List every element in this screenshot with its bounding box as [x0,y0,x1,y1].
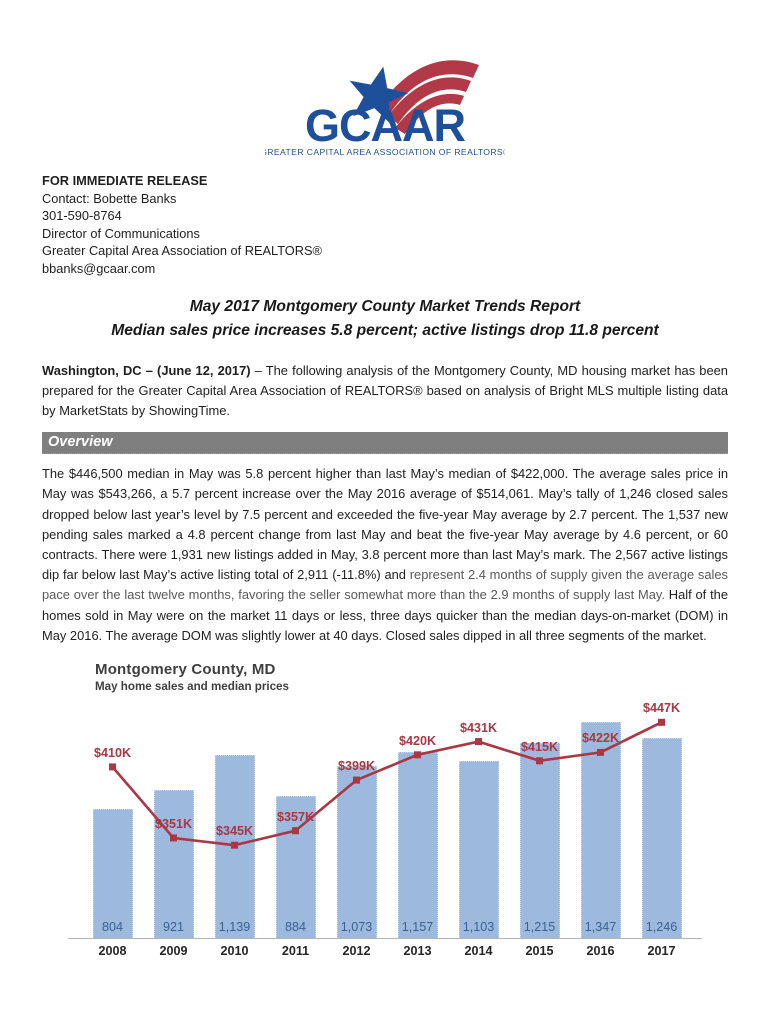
contact-phone: 301-590-8764 [42,208,122,224]
price-label-2016: $422K [581,731,620,746]
logo-brand-text: GCAAR [305,100,465,151]
sales-bar-2012 [336,765,377,938]
sales-bar-2017 [641,738,682,938]
year-label-2009: 2009 [159,944,188,958]
price-marker-2017 [658,718,665,726]
sales-value-label: 1,246 [645,920,678,934]
dateline-dash: – [250,362,266,378]
gcaar-logo: GCAAR GREATER CAPITAL AREA ASSOCIATION O… [265,44,505,162]
sales-bar-2015 [519,743,560,938]
median-price-line [111,721,663,847]
year-label-2011: 2011 [281,944,310,958]
chart-title: Montgomery County, MD [95,661,276,678]
sales-bar-2016 [580,721,621,938]
price-label-2017: $447K [642,701,681,716]
price-label-2010: $345K [215,824,254,839]
market-trends-chart: Montgomery County, MD May home sales and… [68,661,732,958]
price-label-2014: $431K [459,720,498,735]
chart-year-axis-labels: 2008 2009 2010 2011 2012 2013 2014 2015 2016 2017 [82,944,692,958]
sales-value-label: 921 [162,920,184,934]
year-label-2012: 2012 [342,944,371,958]
chart-plot-area: 804 921 1,139 884 1,073 1,157 1,103 1,215 1,347 1… [68,701,702,939]
overview-text-part3: Half of the homes sold in May were on th… [42,587,728,643]
contact-email: bbanks@gcaar.com [42,260,156,276]
sales-value-label: 1,103 [462,920,495,934]
report-headline: May 2017 Montgomery County Market Trends… [42,295,728,343]
release-label: FOR IMMEDIATE RELEASE [42,173,208,188]
star-icon [349,66,409,125]
contact-name: Contact: Bobette Banks [42,190,177,206]
price-marker-2009 [170,834,177,842]
sales-bar-2009 [153,790,194,938]
price-marker-2008 [109,763,116,771]
price-marker-2012 [353,776,360,784]
year-label-2014: 2014 [464,944,493,958]
sales-value-label: 1,139 [218,920,251,934]
contact-role: Director of Communications [42,225,200,241]
price-label-2009: $351K [154,816,193,831]
price-label-2012: $399K [337,759,376,774]
logo-tagline-text: GREATER CAPITAL AREA ASSOCIATION OF REAL… [265,147,505,157]
price-marker-2015 [536,757,543,765]
price-label-2011: $357K [276,809,315,824]
sales-bar-2008 [92,809,133,938]
sales-value-label: 804 [101,920,123,934]
contact-organization: Greater Capital Area Association of REAL… [42,243,322,259]
headline-line-1: May 2017 Montgomery County Market Trends… [189,297,581,315]
price-marker-2016 [597,748,604,756]
flag-roof-icon [381,60,479,134]
year-label-2008: 2008 [98,944,127,958]
overview-text-part1: The $446,500 median in May was 5.8 perce… [42,466,728,583]
sales-value-label: 1,157 [401,920,434,934]
sales-value-label: 1,073 [340,920,373,934]
price-marker-2011 [292,827,299,835]
chart-subtitle: May home sales and median prices [95,680,289,693]
price-marker-2014 [475,738,482,746]
overview-text-part2-gray: represent 2.4 months of supply given the… [42,567,728,603]
median-price-line-layer [109,718,665,849]
year-label-2015: 2015 [525,944,554,958]
release-contact-block: FOR IMMEDIATE RELEASE Contact: Bobette B… [42,172,728,278]
year-label-2010: 2010 [220,944,249,958]
gcaar-logo-graphic: GCAAR GREATER CAPITAL AREA ASSOCIATION O… [265,60,505,157]
price-label-2013: $420K [398,733,437,748]
year-label-2013: 2013 [403,944,432,958]
overview-heading-text: Overview [48,434,113,451]
sales-bar-2013 [397,752,438,938]
sales-bar-2011 [275,796,316,938]
intro-paragraph: Washington, DC – (June 12, 2017) – The f… [42,361,728,422]
price-marker-2013 [414,751,421,759]
year-label-2017: 2017 [647,944,676,958]
sales-bar-2014 [458,761,499,938]
sales-value-label: 1,215 [523,920,556,934]
price-label-2008: $410K [93,745,132,760]
year-label-2016: 2016 [586,944,615,958]
intro-body-text: The following analysis of the Montgomery… [42,362,728,418]
overview-paragraph: The $446,500 median in May was 5.8 perce… [42,464,728,646]
sales-bar-2010 [214,755,255,938]
overview-section-header: Overview [42,432,728,455]
sales-value-label: 884 [284,920,306,934]
price-marker-2010 [231,841,238,849]
headline-line-2: Median sales price increases 5.8 percent… [111,321,659,339]
price-label-2015: $415K [520,739,559,754]
dateline: Washington, DC – (June 12, 2017) [42,362,251,378]
sales-value-label: 1,347 [584,920,617,934]
chart-x-axis [68,938,702,939]
